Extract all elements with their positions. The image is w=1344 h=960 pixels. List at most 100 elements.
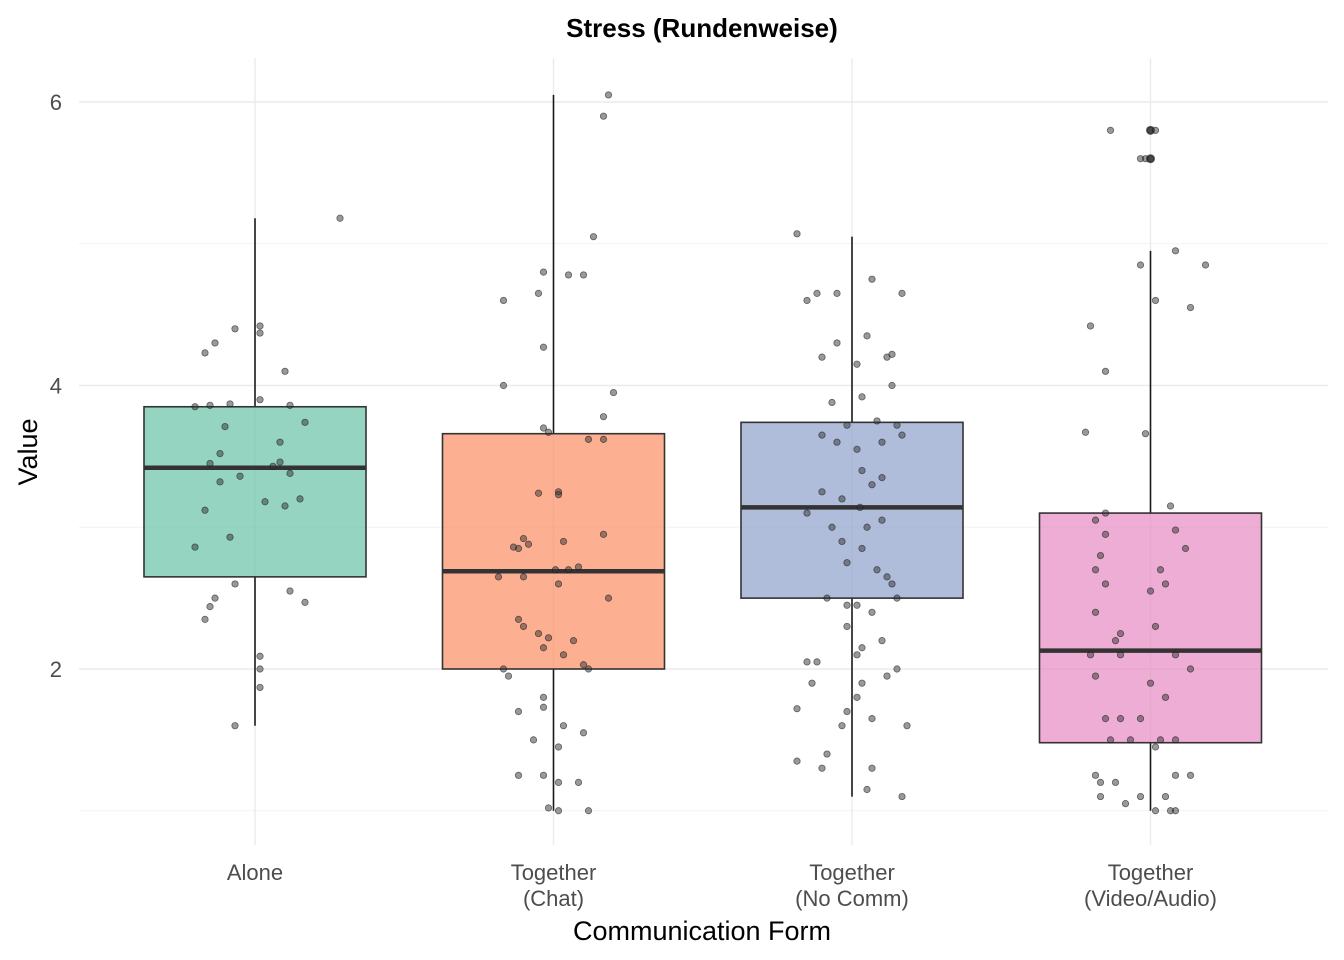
data-point	[1146, 679, 1155, 687]
data-point	[1126, 736, 1135, 744]
data-point	[494, 573, 503, 581]
data-point	[256, 665, 264, 673]
data-point	[878, 516, 886, 524]
data-point	[803, 658, 811, 666]
data-point	[509, 543, 518, 551]
data-point	[898, 431, 906, 439]
data-point	[903, 722, 911, 730]
data-point	[1151, 126, 1160, 134]
data-point	[1171, 247, 1180, 255]
chart-title: Stress (Rundenweise)	[566, 13, 838, 43]
data-point	[868, 608, 876, 616]
data-point	[554, 807, 563, 815]
data-point	[818, 764, 826, 772]
data-point	[868, 481, 876, 489]
data-point	[226, 533, 234, 541]
data-point	[853, 360, 861, 368]
data-point	[1091, 771, 1100, 779]
data-point	[878, 438, 886, 446]
data-point	[1086, 651, 1095, 659]
data-point	[838, 537, 846, 546]
data-point	[1146, 587, 1155, 595]
data-point	[833, 438, 841, 446]
data-point	[206, 401, 214, 409]
data-point	[599, 413, 608, 421]
data-point	[856, 503, 864, 512]
data-point	[1116, 629, 1125, 638]
data-point	[1091, 566, 1100, 574]
data-point	[1156, 566, 1165, 574]
data-point	[1101, 580, 1110, 588]
data-point	[1171, 771, 1180, 779]
data-point	[1136, 155, 1145, 163]
box-group-3	[1038, 125, 1263, 811]
data-point	[609, 388, 618, 397]
data-point	[1106, 126, 1115, 134]
data-point	[1166, 502, 1175, 510]
data-point	[236, 472, 244, 480]
data-point	[604, 594, 613, 602]
data-point	[843, 707, 851, 716]
y-tick-label: 6	[50, 90, 62, 115]
data-point	[833, 339, 841, 347]
data-point	[1141, 430, 1150, 438]
data-point	[261, 498, 269, 506]
data-point	[499, 296, 508, 305]
data-point	[276, 458, 284, 466]
data-point	[519, 573, 528, 581]
data-point	[539, 693, 548, 701]
y-axis-title: Value	[13, 418, 43, 485]
box-iqr	[441, 432, 666, 670]
data-point	[554, 743, 563, 751]
data-point	[336, 214, 344, 222]
data-point	[514, 615, 523, 623]
data-point	[803, 509, 811, 517]
x-tick-label-line: Together	[809, 860, 895, 885]
data-point	[1151, 296, 1160, 305]
data-point	[833, 289, 841, 297]
data-point	[281, 367, 289, 375]
data-point	[888, 381, 896, 390]
data-point	[813, 289, 821, 297]
data-point	[206, 603, 214, 611]
data-point	[893, 594, 901, 602]
data-point	[818, 488, 826, 496]
data-point	[286, 587, 294, 595]
data-point	[211, 594, 219, 602]
data-point	[1136, 261, 1145, 269]
jitter-points	[191, 91, 1210, 815]
data-point	[1186, 771, 1195, 779]
data-point	[539, 703, 548, 711]
data-point	[868, 275, 876, 283]
data-point	[808, 679, 816, 687]
data-point	[803, 296, 811, 305]
x-axis-title: Communication Form	[573, 916, 831, 946]
data-point	[559, 651, 568, 659]
data-point	[818, 353, 826, 361]
data-point	[579, 661, 588, 669]
box-iqr	[1038, 512, 1263, 744]
data-point	[564, 271, 573, 279]
data-point	[1171, 526, 1180, 534]
data-point	[1096, 792, 1105, 801]
data-point	[1186, 665, 1195, 673]
data-point	[589, 233, 598, 241]
data-point	[1161, 693, 1170, 701]
data-point	[554, 491, 563, 499]
data-point	[286, 469, 294, 477]
data-point	[504, 672, 513, 680]
data-point	[256, 322, 264, 330]
data-point	[1136, 715, 1145, 723]
data-point	[1096, 778, 1105, 787]
data-point	[858, 466, 866, 475]
data-point	[599, 435, 608, 443]
data-point	[191, 403, 199, 411]
data-point	[296, 495, 304, 503]
data-point	[554, 580, 563, 588]
data-point	[863, 523, 871, 531]
data-point	[574, 778, 583, 787]
data-point	[1201, 261, 1210, 269]
data-point	[211, 339, 219, 347]
data-point	[793, 705, 801, 713]
